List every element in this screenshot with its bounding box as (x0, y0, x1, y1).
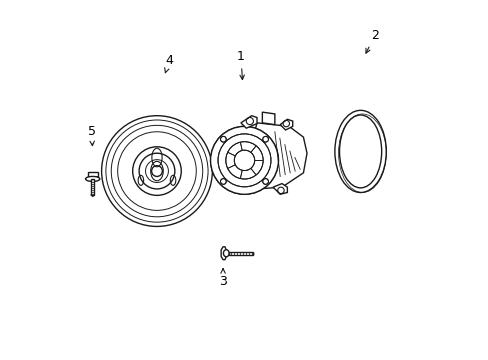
Ellipse shape (223, 250, 229, 257)
Ellipse shape (210, 126, 278, 194)
Text: 2: 2 (365, 29, 378, 53)
Text: 4: 4 (164, 54, 173, 73)
Ellipse shape (210, 126, 278, 194)
Ellipse shape (151, 166, 162, 176)
Bar (229, 252, 253, 255)
Text: 3: 3 (219, 269, 226, 288)
Polygon shape (241, 116, 257, 128)
Text: 5: 5 (87, 125, 96, 146)
Ellipse shape (334, 111, 386, 193)
Polygon shape (221, 247, 226, 260)
Polygon shape (242, 123, 306, 189)
Polygon shape (272, 184, 287, 194)
Polygon shape (262, 112, 274, 125)
Ellipse shape (85, 176, 100, 181)
Polygon shape (280, 119, 292, 130)
Bar (91, 179, 94, 195)
Ellipse shape (132, 147, 181, 195)
Ellipse shape (139, 153, 175, 189)
Ellipse shape (102, 116, 212, 226)
Bar (87, 172, 98, 179)
Text: 1: 1 (237, 50, 244, 80)
